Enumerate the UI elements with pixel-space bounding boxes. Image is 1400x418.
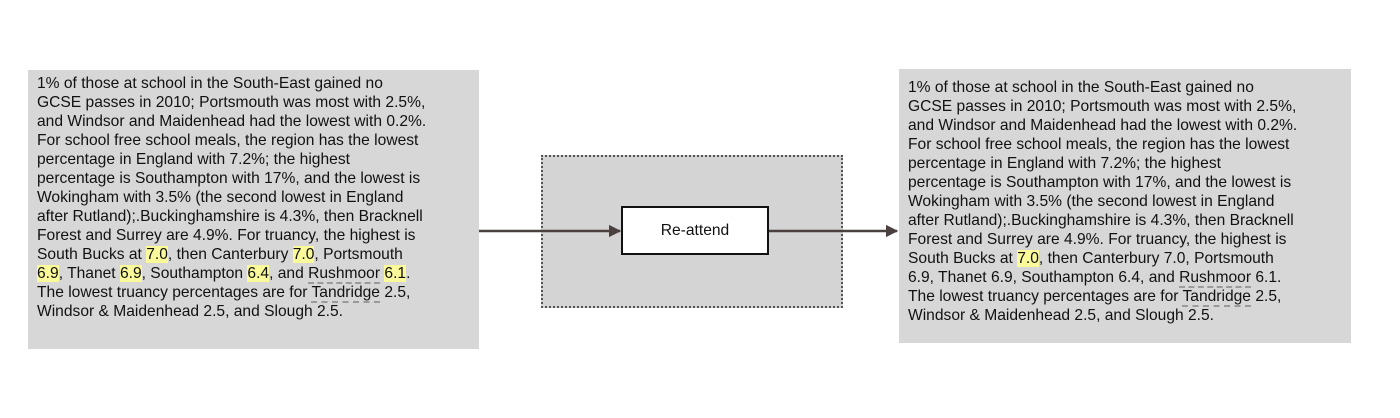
text-line: For school free school meals, the region… — [37, 131, 471, 150]
text-segment: Windsor & Maidenhead 2.5, and Slough 2.5… — [37, 303, 344, 320]
text-segment: after Rutland);.Buckinghamshire is 4.3%,… — [908, 212, 1294, 229]
text-line: 1% of those at school in the South-East … — [908, 78, 1343, 97]
text-segment: Wokingham with 3.5% (the second lowest i… — [908, 193, 1275, 210]
text-segment: and Windsor and Maidenhead had the lowes… — [37, 113, 427, 130]
highlighted-value: 7.0 — [292, 246, 315, 263]
re-attend-label: Re-attend — [660, 221, 730, 239]
text-line: after Rutland);.Buckinghamshire is 4.3%,… — [37, 207, 471, 226]
text-segment: 6.9, Thanet 6.9, Southampton 6.4, and — [908, 269, 1180, 286]
text-line: The lowest truancy percentages are for T… — [908, 287, 1343, 307]
text-segment: South Bucks at — [37, 246, 147, 263]
text-line: Windsor & Maidenhead 2.5, and Slough 2.5… — [908, 306, 1343, 325]
text-segment: . — [406, 265, 411, 282]
text-segment: Wokingham with 3.5% (the second lowest i… — [37, 189, 404, 206]
text-line: percentage in England with 7.2%; the hig… — [37, 150, 471, 169]
text-line: Windsor & Maidenhead 2.5, and Slough 2.5… — [37, 302, 471, 321]
text-segment: For school free school meals, the region… — [37, 132, 419, 149]
text-line: Wokingham with 3.5% (the second lowest i… — [908, 192, 1343, 211]
text-segment: percentage in England with 7.2%; the hig… — [908, 155, 1221, 172]
text-line: 1% of those at school in the South-East … — [37, 74, 471, 93]
text-line: percentage is Southampton with 17%, and … — [908, 173, 1343, 192]
text-line: South Bucks at 7.0, then Canterbury 7.0,… — [37, 245, 471, 264]
text-line: percentage is Southampton with 17%, and … — [37, 169, 471, 188]
text-segment: 2.5, — [1250, 288, 1282, 305]
text-line: percentage in England with 7.2%; the hig… — [908, 154, 1343, 173]
text-segment: percentage in England with 7.2%; the hig… — [37, 151, 350, 168]
text-segment: , and — [269, 265, 309, 282]
output-text-box: 1% of those at school in the South-East … — [899, 69, 1351, 343]
text-segment: 1% of those at school in the South-East … — [37, 75, 383, 92]
input-text-box: 1% of those at school in the South-East … — [28, 70, 479, 349]
flagged-word: Tandridge — [311, 284, 380, 303]
text-line: Forest and Surrey are 4.9%. For truancy,… — [37, 226, 471, 245]
text-segment: Forest and Surrey are 4.9%. For truancy,… — [908, 231, 1287, 248]
text-segment: 6.1. — [1251, 269, 1282, 286]
text-line: 6.9, Thanet 6.9, Southampton 6.4, and Ru… — [37, 264, 471, 284]
highlighted-value: 6.9 — [119, 265, 142, 282]
text-line: GCSE passes in 2010; Portsmouth was most… — [908, 97, 1343, 116]
text-line: The lowest truancy percentages are for T… — [37, 283, 471, 303]
text-line: and Windsor and Maidenhead had the lowes… — [908, 116, 1343, 135]
re-attend-node: Re-attend — [621, 206, 769, 255]
text-segment: The lowest truancy percentages are for — [908, 288, 1183, 305]
highlighted-value: 7.0 — [146, 246, 168, 263]
flagged-word: Rushmoor — [1179, 269, 1252, 288]
text-segment: 1% of those at school in the South-East … — [908, 79, 1254, 96]
text-line: Forest and Surrey are 4.9%. For truancy,… — [908, 230, 1343, 249]
text-segment: after Rutland);.Buckinghamshire is 4.3%,… — [37, 208, 423, 225]
text-segment: , then Canterbury 7.0, Portsmouth — [1038, 250, 1274, 267]
highlighted-value: 6.1 — [384, 265, 407, 282]
text-segment: , Southampton — [141, 265, 248, 282]
text-segment: South Bucks at — [908, 250, 1018, 267]
text-line: South Bucks at 7.0, then Canterbury 7.0,… — [908, 249, 1343, 268]
text-segment: percentage is Southampton with 17%, and … — [37, 170, 421, 187]
flagged-word: Tandridge — [1182, 288, 1251, 307]
text-segment: , then Canterbury — [167, 246, 293, 263]
flagged-word: Rushmoor — [308, 265, 381, 284]
text-line: 6.9, Thanet 6.9, Southampton 6.4, and Ru… — [908, 268, 1343, 288]
text-line: and Windsor and Maidenhead had the lowes… — [37, 112, 471, 131]
text-segment: percentage is Southampton with 17%, and … — [908, 174, 1292, 191]
text-segment: Forest and Surrey are 4.9%. For truancy,… — [37, 227, 416, 244]
text-segment: 2.5, — [379, 284, 411, 301]
text-segment: GCSE passes in 2010; Portsmouth was most… — [37, 94, 426, 111]
text-segment: For school free school meals, the region… — [908, 136, 1290, 153]
text-segment: The lowest truancy percentages are for — [37, 284, 312, 301]
highlighted-value: 7.0 — [1017, 250, 1039, 267]
text-segment: , Portsmouth — [314, 246, 403, 263]
text-segment: Windsor & Maidenhead 2.5, and Slough 2.5… — [908, 307, 1215, 324]
text-segment: and Windsor and Maidenhead had the lowes… — [908, 117, 1298, 134]
highlighted-value: 6.9 — [37, 265, 59, 282]
text-line: GCSE passes in 2010; Portsmouth was most… — [37, 93, 471, 112]
text-segment: , Thanet — [58, 265, 120, 282]
highlighted-value: 6.4 — [247, 265, 270, 282]
text-line: For school free school meals, the region… — [908, 135, 1343, 154]
text-line: after Rutland);.Buckinghamshire is 4.3%,… — [908, 211, 1343, 230]
text-segment: GCSE passes in 2010; Portsmouth was most… — [908, 98, 1297, 115]
text-line: Wokingham with 3.5% (the second lowest i… — [37, 188, 471, 207]
